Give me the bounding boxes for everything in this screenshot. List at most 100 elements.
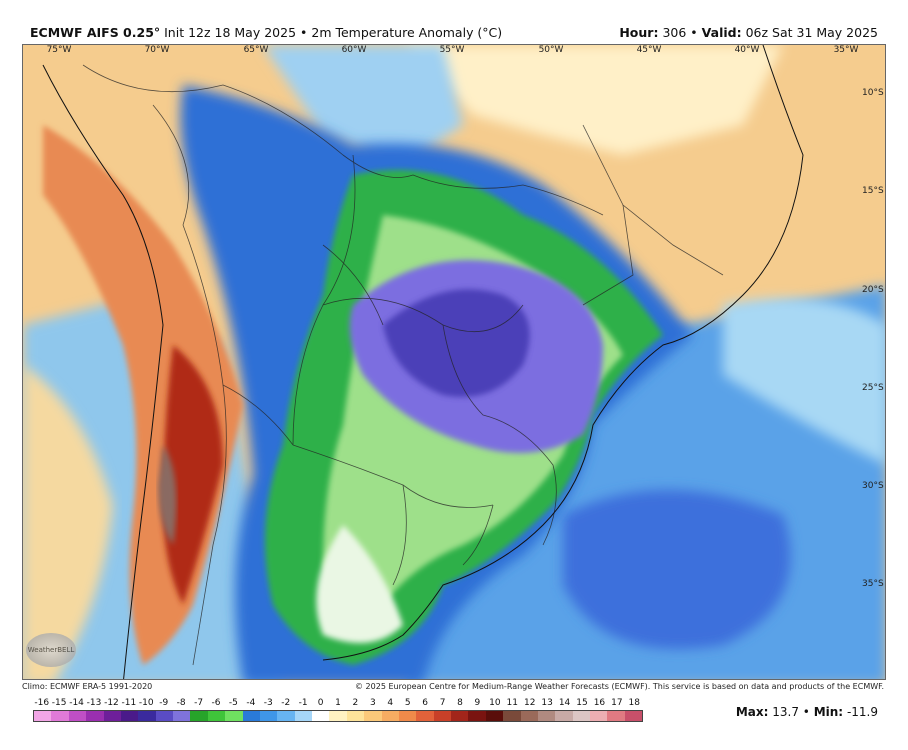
colorbar-swatch [173,711,191,721]
lat-label: 35°S [862,579,884,589]
colorbar-tick-label: -12 [104,698,119,708]
colorbar-tick-label: 13 [541,698,553,708]
colorbar-tick-label: -13 [86,698,102,708]
header: ECMWF AIFS 0.25° Init 12z 18 May 2025 • … [0,0,908,44]
title-right: Hour: 306 • Valid: 06z Sat 31 May 2025 [619,25,878,40]
min-label: Min: [813,705,844,719]
colorbar-swatch [398,711,417,721]
climo-note: Climo: ECMWF ERA-5 1991-2020 [22,682,153,691]
colorbar-swatch [86,711,104,721]
colorbar-tick-label: -15 [51,698,67,708]
max-value: 13.7 [772,705,799,719]
colorbar-tick-label: -8 [176,698,186,708]
hour-value: 306 [662,25,687,40]
lon-label: 70°W [144,45,170,55]
colorbar-swatch [103,711,121,721]
colorbar-swatch [590,711,608,721]
colorbar-swatch [555,711,573,721]
lat-label: 30°S [862,481,884,491]
colorbar-swatch [277,711,295,721]
lon-label: 40°W [734,45,760,55]
colorbar-tick-label: -3 [263,698,273,708]
colorbar-tick-label: 12 [523,698,536,708]
colorbar-tick-label: -2 [281,698,291,708]
colorbar-swatch [138,711,156,721]
min-value: -11.9 [846,705,878,719]
lat-label: 15°S [862,186,884,196]
hour-label: Hour: [619,25,659,40]
colorbar-tick-label: 9 [474,698,481,708]
colorbar-tick-label: 18 [628,698,641,708]
colorbar-swatch [572,711,590,721]
max-min-readout: Max: 13.7 • Min: -11.9 [735,705,878,719]
colorbar-swatch [242,711,260,721]
colorbar-tick-label: -5 [228,698,238,708]
colorbar-tick-label: 3 [369,698,376,708]
colorbar-swatch [34,711,52,721]
lon-label: 75°W [46,45,72,55]
lon-label: 35°W [833,45,859,55]
colorbar-swatch [259,711,278,721]
colorbar-tick-label: -4 [246,698,256,708]
lon-label: 45°W [636,45,662,55]
colorbar-tick-label: 4 [387,698,394,708]
colorbar-swatch [329,711,347,721]
lat-label: 20°S [862,285,884,295]
colorbar-swatch [51,711,69,721]
colorbar-swatch [120,711,139,721]
weatherbell-logo: WeatherBELL [26,633,76,667]
colorbar-tick-label: 2 [352,698,359,708]
colorbar-tick-label: 14 [558,698,571,708]
lat-label: 10°S [862,88,884,98]
colorbar-swatch [433,711,451,721]
colorbar-swatch [225,711,243,721]
colorbar-swatch [537,711,556,721]
lon-label: 55°W [439,45,465,55]
anomaly-map [22,44,886,680]
colorbar-tick-label: 15 [576,698,588,708]
lon-label: 65°W [243,45,269,55]
colorbar-tick-label: 11 [506,698,519,708]
colorbar-tick-label: 6 [422,698,429,708]
colorbar-tick-label: -16 [34,698,50,708]
colorbar-tick-label: -7 [194,698,204,708]
colorbar-swatch [68,711,87,721]
lat-label: 25°S [862,383,884,393]
colorbar-tick-label: 0 [317,698,324,708]
colorbar-tick-label: 5 [404,698,411,708]
colorbar-tick-label: -9 [159,698,169,708]
colorbar-swatch [190,711,208,721]
lon-label: 60°W [341,45,367,55]
colorbar-tick-label: -1 [298,698,308,708]
colorbar-tick-label: 10 [489,698,501,708]
colorbar-tick-label: -6 [211,698,221,708]
colorbar-swatch [416,711,434,721]
colorbar-swatch [503,711,521,721]
valid-value: 06z Sat 31 May 2025 [745,25,878,40]
colorbar-swatch [468,711,486,721]
colorbar-tick-label: 8 [457,698,463,708]
colorbar-swatch [485,711,504,721]
colorbar-tick-label: -11 [121,698,137,708]
colorbar-swatch [381,711,399,721]
init-time: Init 12z 18 May 2025 [164,25,297,40]
valid-label: Valid: [701,25,742,40]
copyright-note: © 2025 European Centre for Medium-Range … [355,682,884,691]
colorbar-swatch [451,711,469,721]
colorbar-swatch [346,711,365,721]
title-left: ECMWF AIFS 0.25° Init 12z 18 May 2025 • … [30,25,503,40]
colorbar-tick-label: 7 [439,698,446,708]
colorbar-tick-label: 1 [335,698,341,708]
colorbar-swatch [520,711,538,721]
colorbar-swatch [312,711,330,721]
colorbar-tick-label: -10 [138,698,154,708]
map-graphic [23,45,885,679]
colorbar-swatch [624,711,643,721]
colorbar-tick-label: 17 [611,698,623,708]
colorbar-swatch [364,711,382,721]
colorbar-swatch [155,711,173,721]
model-name: ECMWF AIFS 0.25° [30,25,161,40]
max-label: Max: [735,705,769,719]
colorbar-swatch [607,711,625,721]
colorbar [33,710,643,722]
